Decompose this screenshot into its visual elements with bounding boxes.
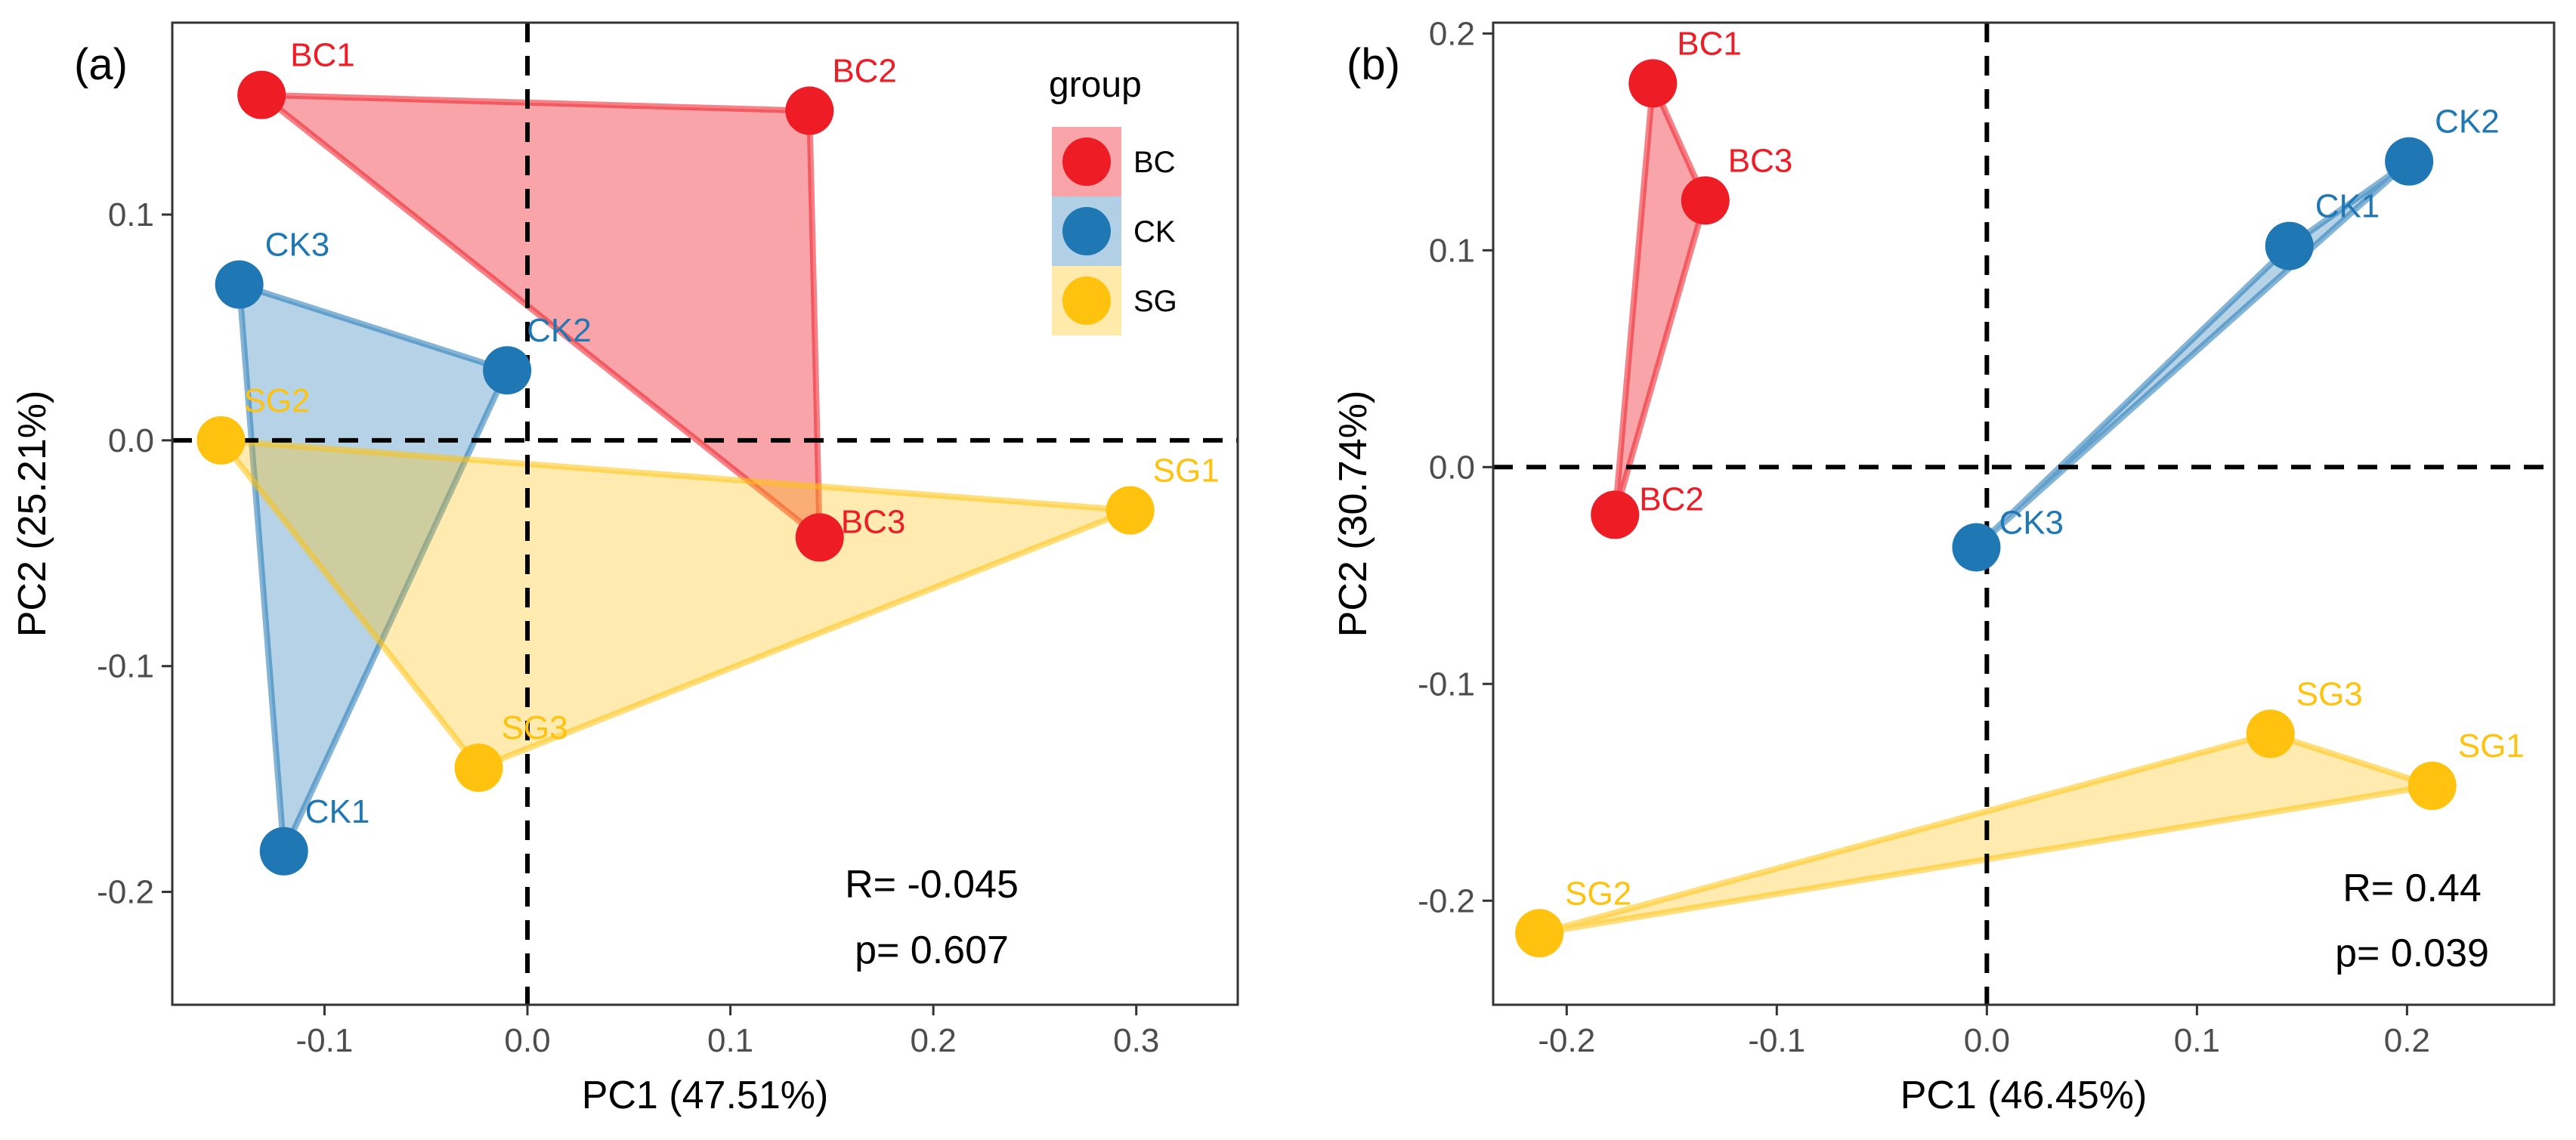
legend-label-sg: SG bbox=[1133, 285, 1177, 318]
hull-layer-a bbox=[218, 91, 1133, 854]
point-label-bc3-a: BC3 bbox=[841, 503, 906, 540]
x-tick-label-3-b: 0.1 bbox=[2174, 1022, 2220, 1059]
point-ck3-b bbox=[1952, 523, 2001, 572]
point-label-layer-b: BC1 BC2 BC3 CK1 CK2 CK3 SG1 SG2 SG3 bbox=[1565, 25, 2525, 912]
point-label-bc3-b: BC3 bbox=[1728, 142, 1793, 179]
stat-r-a: R= -0.045 bbox=[845, 863, 1019, 907]
point-label-ck2-b: CK2 bbox=[2435, 103, 2500, 141]
y-tick-label-2-b: 0.0 bbox=[1429, 449, 1475, 486]
point-layer-a bbox=[196, 70, 1155, 876]
point-layer-b bbox=[1515, 59, 2457, 958]
x-tick-label-0-b: -0.2 bbox=[1538, 1022, 1595, 1059]
point-label-sg3-a: SG3 bbox=[502, 709, 568, 746]
legend-item-sg: SG bbox=[1052, 266, 1177, 335]
x-tick-label-4-a: 0.3 bbox=[1113, 1022, 1159, 1059]
point-bc1-a bbox=[237, 70, 286, 119]
y-tick-label-2-a: 0.0 bbox=[108, 422, 154, 459]
x-tick-label-1-a: 0.0 bbox=[504, 1022, 550, 1059]
point-label-sg1-b: SG1 bbox=[2458, 728, 2525, 765]
y-tick-label-0-a: -0.2 bbox=[97, 874, 154, 911]
x-ticks-a: -0.1 0.0 0.1 0.2 0.3 bbox=[296, 1005, 1159, 1059]
y-axis-title-a: PC2 (25.21%) bbox=[11, 391, 54, 638]
y-ticks-b: -0.2 -0.1 0.0 0.1 0.2 bbox=[1418, 15, 1493, 919]
x-axis-title-b: PC1 (46.45%) bbox=[1900, 1074, 2148, 1117]
point-label-bc1-b: BC1 bbox=[1677, 25, 1742, 62]
point-label-sg1-a: SG1 bbox=[1153, 453, 1220, 490]
hull-ck-b bbox=[1973, 158, 2413, 551]
reference-lines-b bbox=[1493, 23, 2554, 1005]
panel-b: (b) BC1 BC2 BC3 CK1 CK2 CK3 SG1 SG2 SG3 -0.2 -0.1… bbox=[1331, 15, 2556, 1117]
point-sg1-b bbox=[2407, 762, 2457, 811]
point-bc3-a bbox=[795, 513, 844, 562]
point-label-ck2-a: CK2 bbox=[527, 312, 592, 349]
point-label-ck3-a: CK3 bbox=[265, 227, 330, 264]
x-axis-title-a: PC1 (47.51%) bbox=[582, 1074, 829, 1117]
legend-label-ck: CK bbox=[1133, 215, 1176, 249]
point-label-ck1-b: CK1 bbox=[2315, 188, 2380, 225]
y-tick-label-1-b: -0.1 bbox=[1418, 666, 1475, 703]
legend-marker-ck bbox=[1062, 207, 1111, 255]
y-tick-label-1-a: -0.1 bbox=[97, 648, 154, 685]
panel-label-b: (b) bbox=[1347, 40, 1400, 89]
point-ck1-a bbox=[259, 826, 308, 876]
legend-item-bc: BC bbox=[1052, 127, 1176, 196]
point-label-sg2-b: SG2 bbox=[1565, 875, 1631, 912]
x-tick-label-0-a: -0.1 bbox=[296, 1022, 354, 1059]
x-tick-label-4-b: 0.2 bbox=[2384, 1022, 2430, 1059]
stat-p-a: p= 0.607 bbox=[855, 928, 1009, 972]
point-sg3-b bbox=[2246, 709, 2295, 758]
point-ck2-a bbox=[483, 346, 532, 395]
point-ck1-b bbox=[2265, 221, 2314, 270]
legend-label-bc: BC bbox=[1133, 146, 1176, 179]
point-sg2-b bbox=[1515, 909, 1564, 958]
x-tick-label-1-b: -0.1 bbox=[1748, 1022, 1805, 1059]
plot-frame-b bbox=[1492, 21, 2556, 1006]
point-bc3-b bbox=[1681, 176, 1730, 225]
y-tick-label-0-b: -0.2 bbox=[1418, 882, 1475, 919]
point-label-sg2-a: SG2 bbox=[243, 382, 310, 419]
legend-item-ck: CK bbox=[1052, 196, 1176, 266]
hull-bc-b bbox=[1612, 80, 1709, 518]
point-sg3-a bbox=[454, 743, 503, 792]
y-tick-label-3-a: 0.1 bbox=[108, 196, 154, 233]
panel-a: (a) BC1 BC2 BC3 CK1 CK2 CK3 SG1 SG2 SG3 -0.1 0.0 0… bbox=[11, 21, 1239, 1117]
y-tick-label-3-b: 0.1 bbox=[1429, 232, 1475, 269]
x-ticks-b: -0.2 -0.1 0.0 0.1 0.2 bbox=[1538, 1005, 2430, 1059]
point-label-bc2-a: BC2 bbox=[832, 53, 897, 90]
stat-p-b: p= 0.039 bbox=[2335, 931, 2489, 975]
point-sg2-a bbox=[196, 416, 246, 465]
x-tick-label-2-b: 0.0 bbox=[1964, 1022, 2010, 1059]
reference-lines-a bbox=[172, 23, 1238, 1005]
point-label-layer-a: BC1 BC2 BC3 CK1 CK2 CK3 SG1 SG2 SG3 bbox=[243, 37, 1219, 830]
panel-label-a: (a) bbox=[74, 40, 128, 89]
plot-frame-a bbox=[171, 21, 1239, 1006]
point-label-sg3-b: SG3 bbox=[2296, 675, 2363, 712]
legend-title: group bbox=[1049, 65, 1142, 105]
point-sg1-a bbox=[1106, 486, 1155, 535]
point-ck2-b bbox=[2385, 137, 2434, 186]
point-label-bc2-b: BC2 bbox=[1639, 480, 1704, 517]
x-tick-label-3-a: 0.2 bbox=[911, 1022, 957, 1059]
point-label-bc1-a: BC1 bbox=[290, 37, 355, 74]
hull-bc-a bbox=[258, 91, 823, 541]
y-tick-label-4-b: 0.2 bbox=[1429, 15, 1475, 52]
x-tick-label-2-a: 0.1 bbox=[707, 1022, 753, 1059]
point-label-ck1-a: CK1 bbox=[305, 793, 370, 830]
point-bc2-a bbox=[785, 86, 834, 135]
y-axis-title-b: PC2 (30.74%) bbox=[1331, 391, 1375, 638]
point-label-ck3-b: CK3 bbox=[1999, 504, 2064, 541]
point-ck3-a bbox=[215, 260, 264, 309]
legend-marker-bc bbox=[1062, 137, 1111, 186]
point-bc1-b bbox=[1628, 59, 1678, 108]
hull-ck-a bbox=[236, 281, 511, 854]
hull-sg-a bbox=[218, 437, 1133, 771]
stat-r-b: R= 0.44 bbox=[2343, 867, 2482, 910]
point-bc2-b bbox=[1591, 490, 1640, 539]
legend: group BC CK SG bbox=[1049, 65, 1177, 335]
legend-marker-sg bbox=[1062, 277, 1111, 325]
y-ticks-a: -0.2 -0.1 0.0 0.1 bbox=[97, 196, 172, 911]
